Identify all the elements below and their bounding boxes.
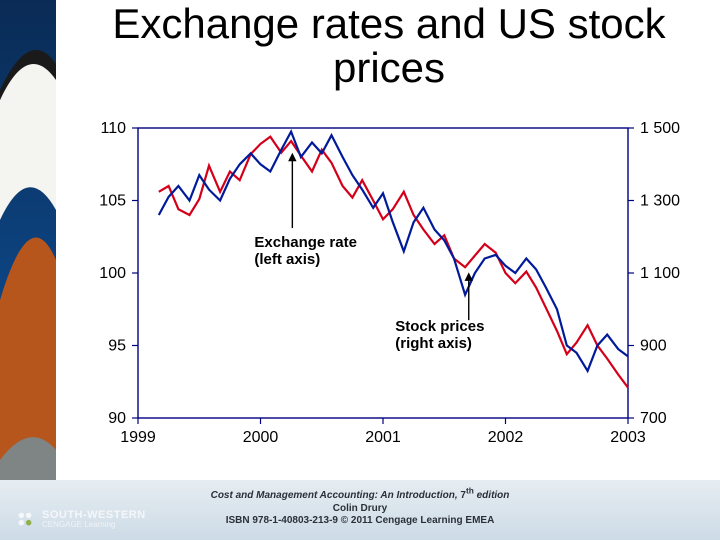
annotation-text-stock: Stock prices bbox=[395, 318, 484, 335]
svg-text:1 100: 1 100 bbox=[640, 265, 680, 282]
svg-text:2000: 2000 bbox=[243, 429, 279, 446]
svg-text:1 500: 1 500 bbox=[640, 120, 680, 137]
svg-text:700: 700 bbox=[640, 410, 667, 427]
svg-text:100: 100 bbox=[99, 265, 126, 282]
svg-text:95: 95 bbox=[108, 338, 126, 355]
annotation-text-stock: (right axis) bbox=[395, 335, 472, 352]
svg-text:105: 105 bbox=[99, 193, 126, 210]
svg-text:2003: 2003 bbox=[610, 429, 646, 446]
svg-text:90: 90 bbox=[108, 410, 126, 427]
annotation-text-exchange: (left axis) bbox=[254, 251, 320, 268]
svg-text:1 300: 1 300 bbox=[640, 193, 680, 210]
svg-text:2001: 2001 bbox=[365, 429, 401, 446]
svg-text:110: 110 bbox=[100, 120, 126, 137]
svg-text:900: 900 bbox=[640, 338, 667, 355]
svg-text:1999: 1999 bbox=[120, 429, 156, 446]
slide-side-image bbox=[0, 0, 56, 540]
svg-text:2002: 2002 bbox=[488, 429, 524, 446]
chart: 90 95 100 105 110 700 900 1 100 1 300 1 500 1999 20… bbox=[78, 118, 688, 458]
annotation-text-exchange: Exchange rate bbox=[254, 234, 357, 251]
footer-bar: SOUTH-WESTERN CENGAGE Learning Cost and … bbox=[0, 480, 720, 540]
slide-title: Exchange rates and US stock prices bbox=[62, 2, 716, 90]
footer-citation: Cost and Management Accounting: An Intro… bbox=[0, 486, 720, 528]
